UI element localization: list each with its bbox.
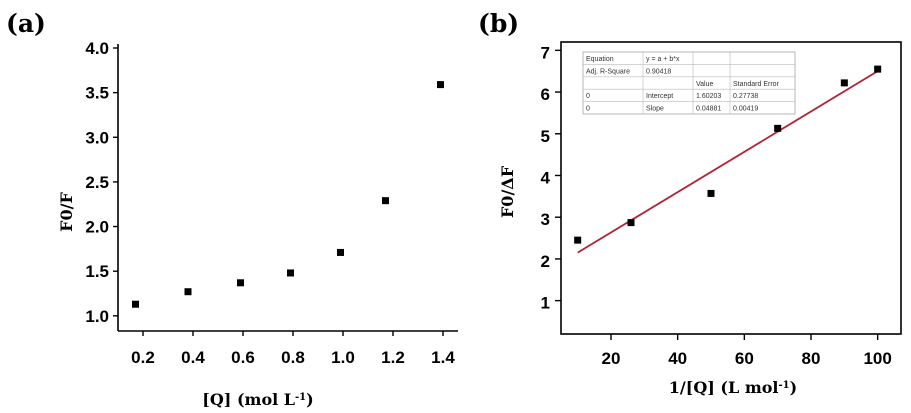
y-tick-label-b: 2	[541, 252, 550, 271]
panel-label-b: (b)	[478, 9, 519, 38]
panel-label-a: (a)	[6, 9, 46, 38]
y-tick-labels-a: 1.0 1.5 2.0 2.5 3.0 3.5 4.0	[85, 39, 109, 326]
fit-table-cell: Intercept	[646, 93, 673, 100]
y-tick-label-b: 1	[541, 294, 550, 313]
data-point-a	[132, 300, 139, 308]
x-axis-label-b: 1/[Q] (L mol-1)	[669, 378, 797, 397]
y-tick-label-b: 3	[541, 210, 550, 229]
data-point-b	[574, 236, 582, 244]
axis-lines-a	[113, 44, 458, 336]
x-tick-label-b: 60	[735, 349, 754, 368]
y-tick-label-b: 5	[541, 127, 550, 146]
data-point-a	[382, 197, 389, 205]
fit-table-cell: Value	[696, 81, 713, 88]
panel-b: (b) 1 2 3 4 5 6 7 20 40 60 80 100 Equation y = a + …	[478, 9, 902, 397]
y-tick-label-a: 2.0	[85, 218, 109, 237]
plot-frame-b	[560, 41, 902, 335]
y-tick-label-a: 1.0	[85, 307, 109, 326]
y-tick-label-a: 1.5	[85, 262, 109, 281]
x-tick-label-a: 0.4	[181, 348, 205, 367]
fit-table-cell: 0.04881	[696, 106, 721, 113]
fit-table-frame	[582, 51, 796, 115]
x-tick-label-a: 0.8	[281, 348, 305, 367]
x-tick-label-a: 0.6	[231, 348, 255, 367]
fit-table-cell: Adj. R-Square	[586, 68, 630, 75]
fit-table-cell: Equation	[586, 56, 614, 63]
fit-table-cell: 0	[586, 106, 590, 113]
data-point-a	[437, 81, 444, 89]
y-tick-label-a: 2.5	[85, 173, 109, 192]
y-tick-label-b: 6	[541, 85, 550, 104]
y-tick-labels-b: 1 2 3 4 5 6 7	[541, 43, 551, 312]
x-tick-label-b: 20	[602, 349, 621, 368]
x-tick-label-a: 1.0	[331, 348, 355, 367]
x-tick-label-a: 1.2	[381, 348, 405, 367]
y-axis-label-a: F0/F	[57, 192, 76, 232]
data-points-b	[574, 65, 882, 244]
x-tick-label-b: 80	[802, 349, 821, 368]
fit-table-cell: 0.27738	[733, 93, 758, 100]
x-tick-label-b: 40	[668, 349, 687, 368]
x-tick-labels-b: 20 40 60 80 100	[602, 349, 892, 368]
data-point-b	[774, 124, 782, 132]
x-tick-label-a: 1.4	[431, 348, 455, 367]
fit-table-cell: 0	[586, 93, 590, 100]
y-tick-label-b: 4	[541, 168, 551, 187]
data-point-a	[287, 269, 294, 277]
x-axis-label-a: [Q] (mol L-1)	[202, 390, 313, 409]
y-tick-label-b: 7	[541, 43, 550, 62]
panel-a: (a) 1.0 1.5 2.0 2.5 3.0 3.5 4.0 0.2 0.4 0.6 0.8 1.…	[6, 9, 458, 409]
y-tick-label-a: 4.0	[85, 39, 109, 58]
fit-table-cell: Standard Error	[733, 81, 780, 88]
axis-frame-b	[555, 41, 902, 340]
y-tick-label-a: 3.5	[85, 84, 109, 103]
x-tick-label-b: 100	[863, 349, 891, 368]
data-points-a	[132, 81, 444, 308]
data-point-b	[707, 189, 715, 197]
data-point-a	[237, 279, 244, 287]
fit-table-cell: 0.00419	[733, 106, 758, 113]
x-tick-label-a: 0.2	[131, 348, 155, 367]
x-tick-labels-a: 0.2 0.4 0.6 0.8 1.0 1.2 1.4	[131, 348, 455, 367]
data-point-b	[627, 219, 635, 227]
data-point-b	[840, 79, 848, 87]
fit-table-cell: y = a + b*x	[646, 56, 680, 63]
y-axis-label-b: F0/ΔF	[498, 165, 517, 218]
y-tick-label-a: 3.0	[85, 128, 109, 147]
fit-table-cell: Slope	[646, 106, 664, 113]
data-point-b	[874, 65, 882, 73]
fit-table-cell: 0.90418	[646, 68, 671, 75]
fit-table-cell: 1.60203	[696, 93, 721, 100]
fit-results-table: Equation y = a + b*x Adj. R-Square 0.90418 V…	[582, 51, 796, 115]
data-point-a	[184, 288, 192, 296]
data-point-a	[337, 248, 344, 256]
